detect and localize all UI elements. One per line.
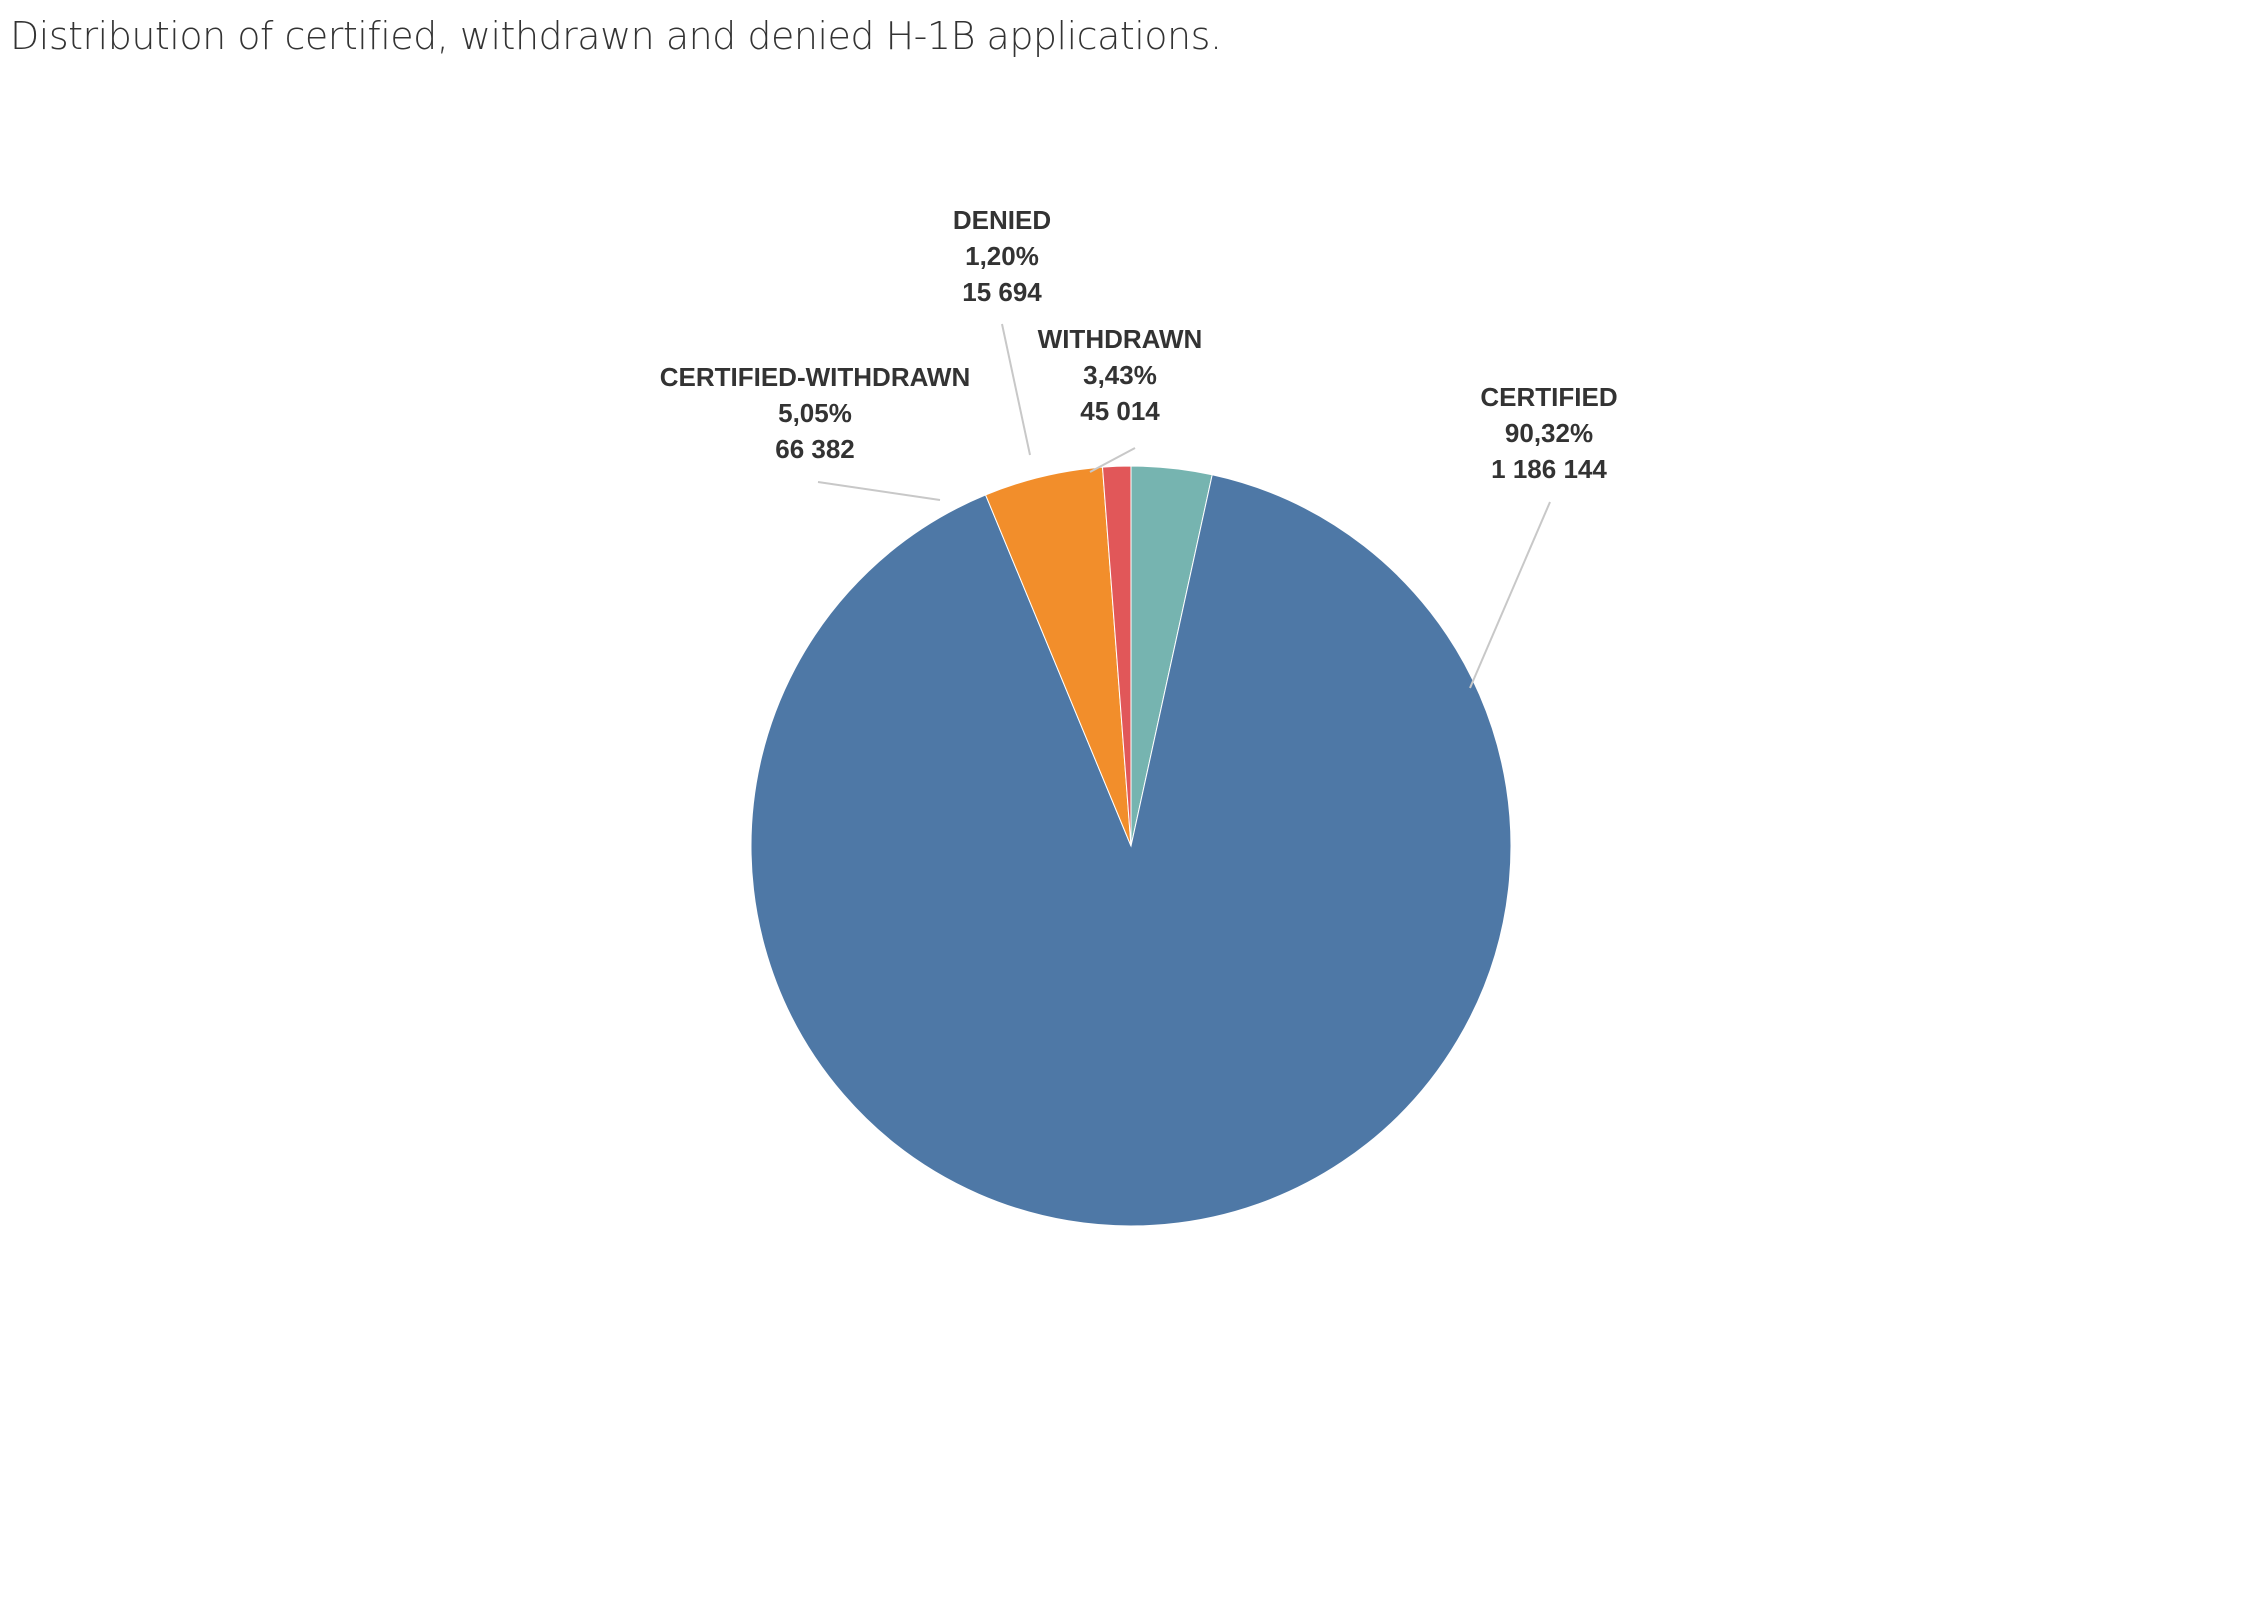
slice-label-certified: CERTIFIED 90,32% 1 186 144: [1480, 382, 1617, 484]
slice-label-value: 66 382: [775, 434, 855, 464]
slice-label-value: 15 694: [962, 277, 1042, 307]
leader-line-withdrawn: [1089, 447, 1136, 473]
slice-label-withdrawn: WITHDRAWN 3,43% 45 014: [1038, 324, 1203, 426]
leader-line-denied: [1001, 323, 1031, 456]
slice-labels: WITHDRAWN 3,43% 45 014 CERTIFIED 90,32% 1 186…: [660, 205, 1618, 484]
slice-label-category: WITHDRAWN: [1038, 324, 1203, 354]
slice-label-value: 45 014: [1080, 396, 1160, 426]
slice-label-certified-withdrawn: CERTIFIED-WITHDRAWN 5,05% 66 382: [660, 362, 971, 464]
slice-label-value: 1 186 144: [1491, 454, 1607, 484]
slice-label-category: CERTIFIED: [1480, 382, 1617, 412]
pie-slice-certified[interactable]: [750, 474, 1512, 1227]
slice-label-category: CERTIFIED-WITHDRAWN: [660, 362, 971, 392]
page-title: Distribution of certified, withdrawn and…: [10, 14, 1222, 58]
slice-label-category: DENIED: [953, 205, 1051, 235]
leader-lines: [817, 323, 1551, 689]
leader-line-certified-withdrawn: [817, 481, 941, 501]
pie-slices: [750, 465, 1512, 1227]
slice-label-percent: 90,32%: [1505, 418, 1593, 448]
slice-label-percent: 5,05%: [778, 398, 852, 428]
slice-label-denied: DENIED 1,20% 15 694: [953, 205, 1051, 307]
pie-slice-denied[interactable]: [1101, 465, 1132, 847]
slice-label-percent: 3,43%: [1083, 360, 1157, 390]
slice-label-percent: 1,20%: [965, 241, 1039, 271]
leader-line-certified: [1469, 501, 1551, 689]
